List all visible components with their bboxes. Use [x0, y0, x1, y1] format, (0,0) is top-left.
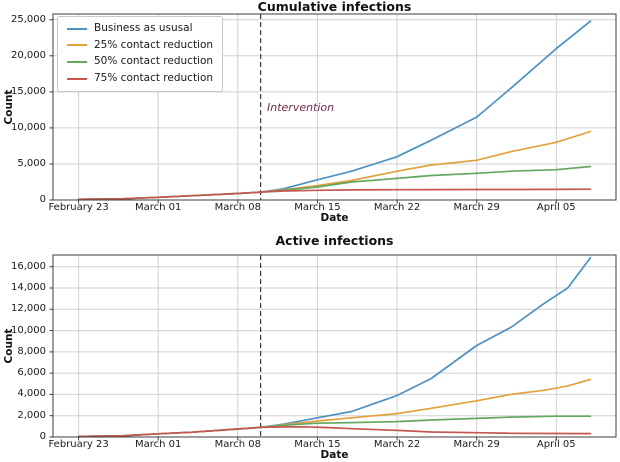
y-tick-label: 0	[39, 194, 46, 205]
x-tick-label: March 15	[294, 202, 341, 213]
series-line	[77, 188, 592, 201]
chart-title: Active infections	[275, 233, 394, 248]
intervention-label: Intervention	[267, 101, 335, 114]
cumulative-infections-chart: Cumulative infections Count 0 5,000 10,000…	[3, 0, 617, 224]
x-tick-label: March 22	[373, 202, 421, 213]
legend-item-label: 75% contact reduction	[94, 71, 214, 84]
x-axis-label: Date	[320, 212, 349, 224]
plot-border	[52, 254, 617, 438]
y-tick-label: 16,000	[11, 260, 46, 272]
series-line	[77, 256, 592, 438]
legend-item-label: 50% contact reduction	[94, 55, 214, 68]
x-tick-label: April 05	[536, 439, 576, 450]
x-tick-label: March 01	[135, 439, 182, 450]
plot-area	[49, 13, 617, 204]
x-tick-label: March 29	[453, 439, 500, 450]
legend-line-swatch	[67, 44, 87, 47]
legend-line-swatch	[67, 27, 87, 30]
legend-item: Business as ususal	[67, 22, 213, 36]
y-tick-label: 0	[39, 431, 46, 442]
active-infections-chart: Active infections Count 0 2,000 4,000 6,000…	[0, 231, 620, 462]
legend-line-swatch	[67, 61, 87, 64]
legend-item: 75% contact reduction	[67, 72, 213, 86]
x-tick-label: March 08	[214, 439, 262, 450]
y-tick-label: 10,000	[11, 121, 46, 133]
x-tick-label: March 29	[453, 202, 500, 213]
plot-border	[52, 13, 617, 201]
legend-line-swatch	[67, 77, 87, 80]
plot-area	[49, 254, 617, 441]
y-tick-label: 25,000	[11, 13, 46, 25]
y-tick-label: 2,000	[17, 409, 46, 421]
x-tick-label: February 23	[48, 202, 109, 213]
x-tick-label: March 22	[373, 439, 421, 450]
x-tick-label: March 01	[135, 202, 182, 213]
y-tick-label: 6,000	[17, 367, 46, 379]
legend-item: 50% contact reduction	[67, 55, 213, 69]
x-tick-label: March 08	[214, 202, 262, 213]
legend-item-label: Business as ususal	[94, 22, 193, 34]
y-tick-label: 5,000	[17, 157, 46, 169]
legend-item: 25% contact reduction	[67, 39, 213, 53]
chart-title: Cumulative infections	[257, 0, 412, 14]
y-tick-label: 8,000	[17, 345, 46, 357]
y-tick-label: 20,000	[11, 49, 46, 61]
series-line	[77, 425, 592, 438]
legend-item-label: 25% contact reduction	[94, 38, 214, 51]
x-axis-label: Date	[320, 449, 349, 461]
x-tick-label: February 23	[48, 439, 109, 450]
y-tick-label: 12,000	[11, 303, 46, 315]
y-tick-label: 10,000	[11, 324, 46, 336]
legend: Business as ususal 25% contact reduction 5…	[57, 16, 224, 92]
x-tick-label: April 05	[536, 202, 576, 213]
y-tick-label: 14,000	[11, 281, 46, 293]
y-tick-label: 15,000	[11, 85, 46, 97]
x-tick-label: March 15	[294, 439, 341, 450]
y-tick-label: 4,000	[17, 388, 46, 400]
